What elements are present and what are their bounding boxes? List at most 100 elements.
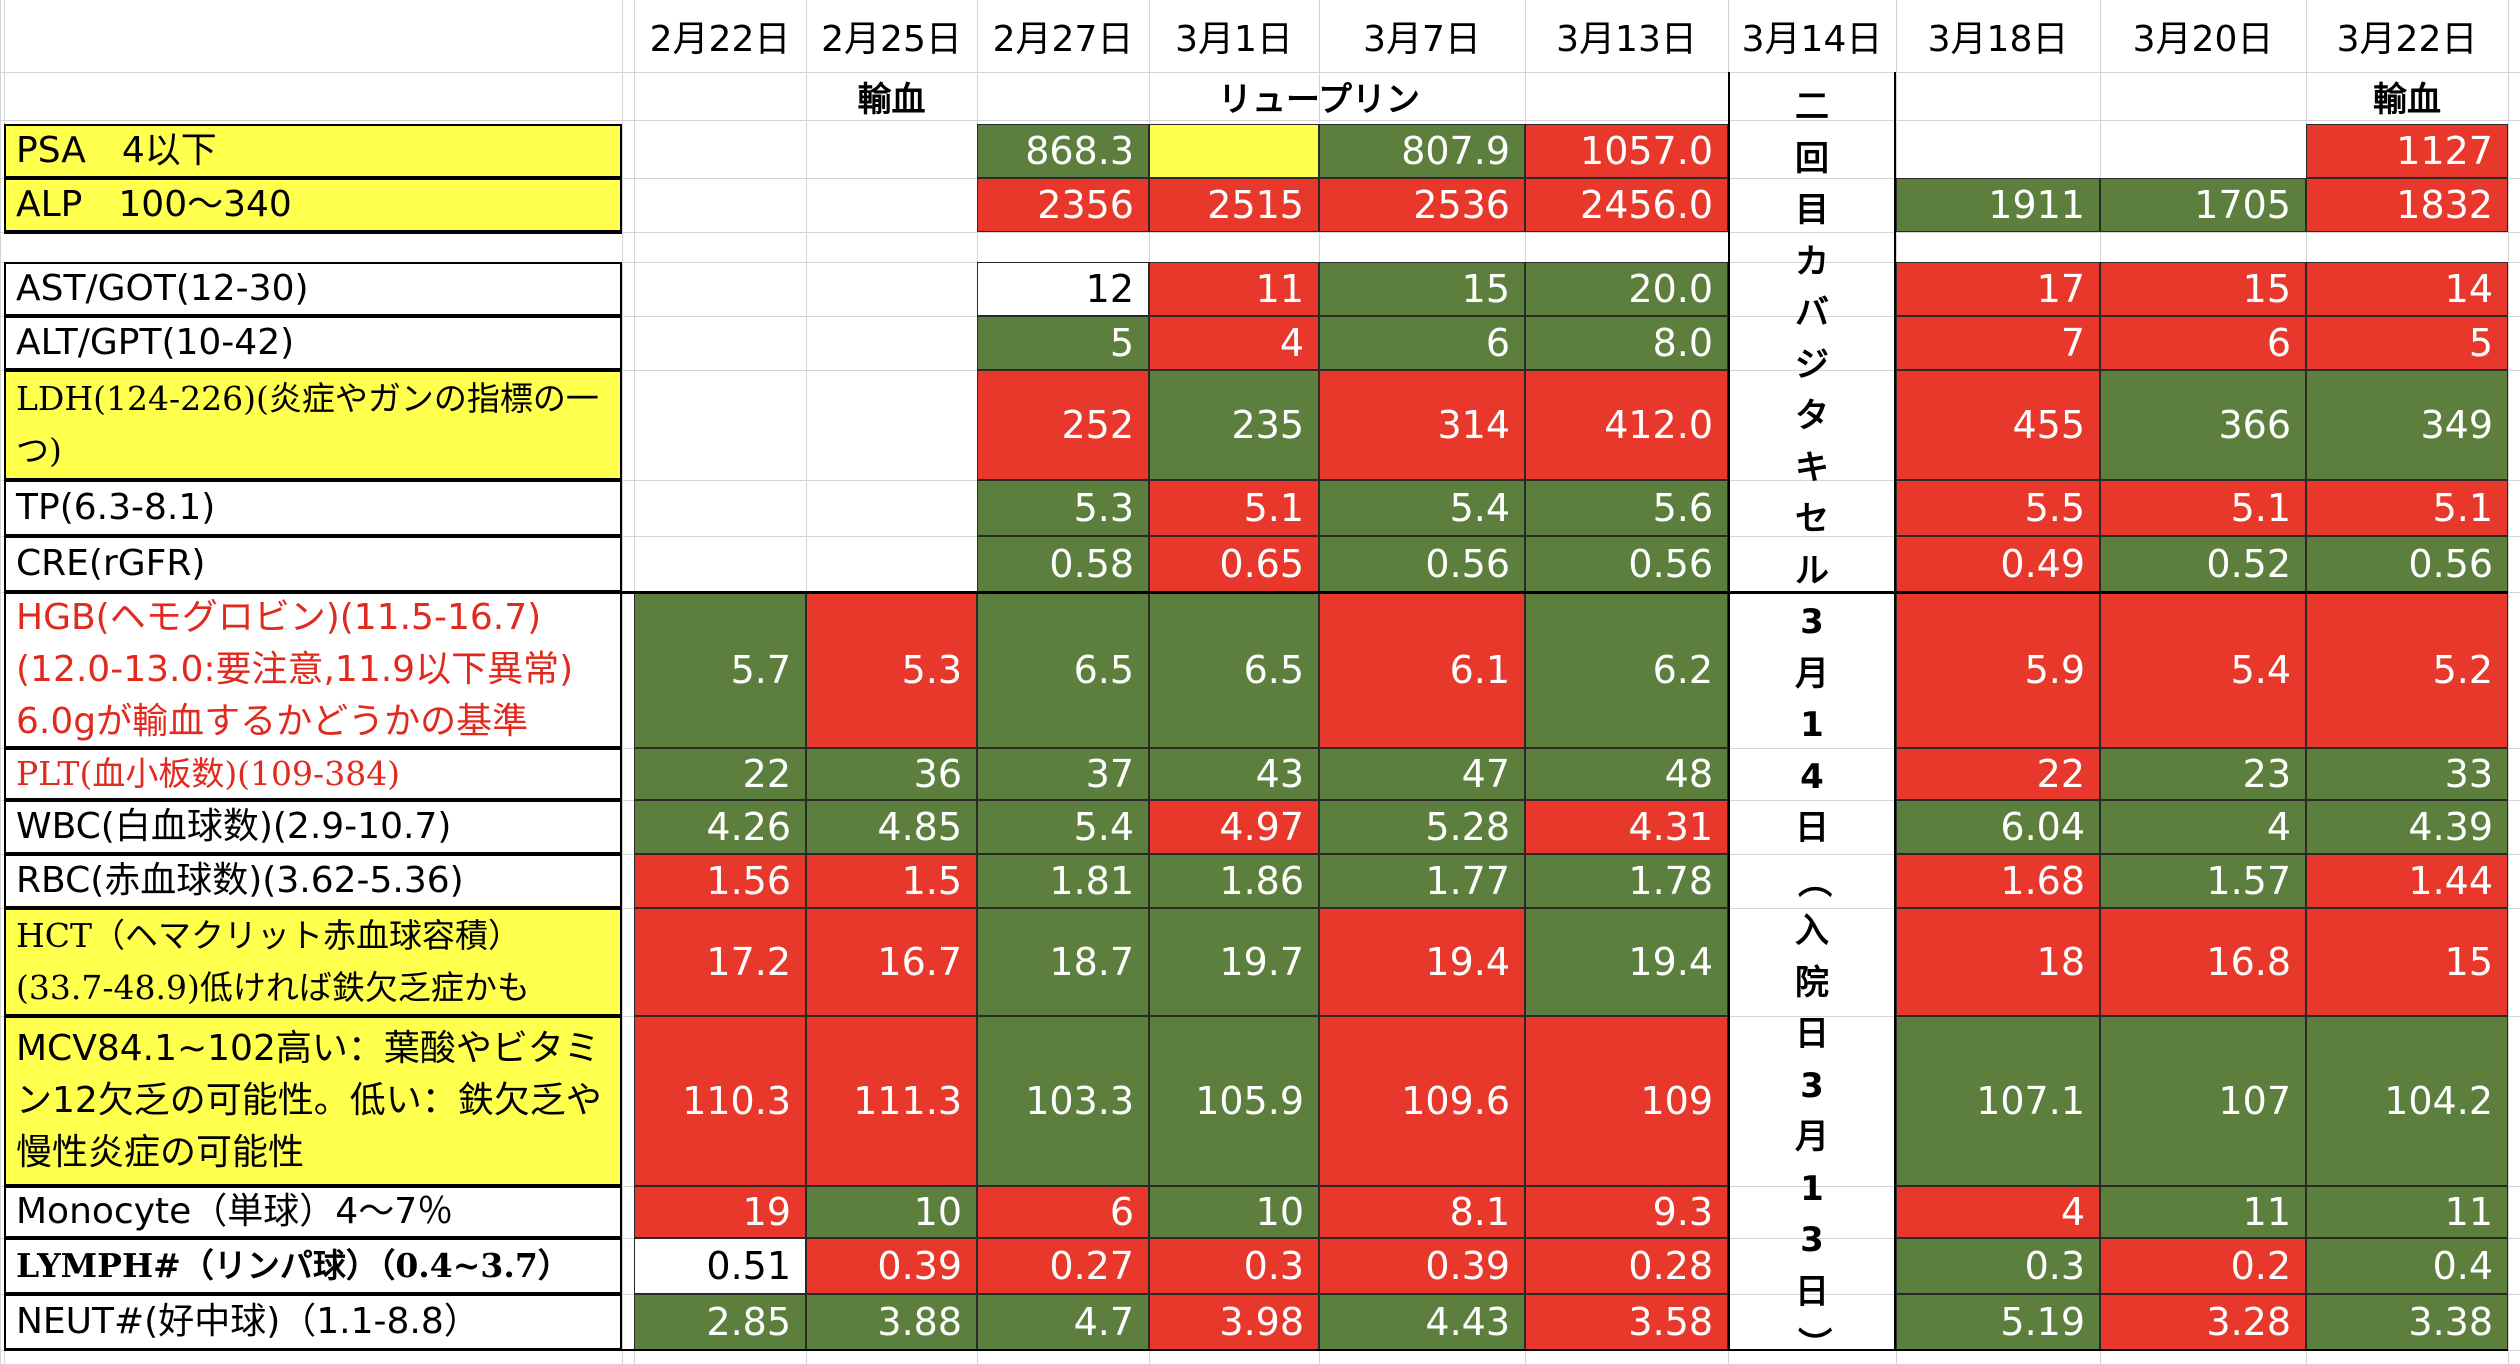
value-cell[interactable] <box>634 480 806 536</box>
value-cell[interactable]: 5 <box>2306 316 2508 370</box>
value-cell[interactable]: 412.0 <box>1525 370 1728 480</box>
value-cell[interactable]: 5.4 <box>2100 592 2306 748</box>
value-cell[interactable]: 33 <box>2306 748 2508 800</box>
value-cell[interactable]: 1.68 <box>1896 854 2100 908</box>
value-cell[interactable]: 5.1 <box>2306 480 2508 536</box>
value-cell[interactable]: 0.39 <box>806 1238 977 1294</box>
value-cell[interactable]: 0.27 <box>977 1238 1149 1294</box>
value-cell[interactable]: 43 <box>1149 748 1319 800</box>
value-cell[interactable]: 15 <box>2306 908 2508 1016</box>
value-cell[interactable]: 103.3 <box>977 1016 1149 1186</box>
value-cell[interactable]: 5.6 <box>1525 480 1728 536</box>
value-cell[interactable]: 2456.0 <box>1525 178 1728 232</box>
value-cell[interactable]: 1057.0 <box>1525 124 1728 178</box>
value-cell[interactable]: 314 <box>1319 370 1525 480</box>
value-cell[interactable]: 5.3 <box>806 592 977 748</box>
row-label[interactable]: RBC(赤血球数)(3.62-5.36) <box>4 854 622 908</box>
value-cell[interactable]: 6.5 <box>1149 592 1319 748</box>
date-header[interactable]: 2月25日 <box>821 19 962 60</box>
value-cell[interactable]: 4.39 <box>2306 800 2508 854</box>
value-cell[interactable]: 4.85 <box>806 800 977 854</box>
value-cell[interactable]: 19.4 <box>1319 908 1525 1016</box>
value-cell[interactable]: 3.98 <box>1149 1294 1319 1350</box>
date-header[interactable]: 3月7日 <box>1363 19 1481 60</box>
value-cell[interactable] <box>1149 124 1319 178</box>
value-cell[interactable]: 235 <box>1149 370 1319 480</box>
row-label[interactable]: MCV84.1~102高い：葉酸やビタミン12欠乏の可能性。低い：鉄欠乏や慢性炎… <box>4 1016 622 1186</box>
value-cell[interactable]: 4.97 <box>1149 800 1319 854</box>
value-cell[interactable]: 0.4 <box>2306 1238 2508 1294</box>
value-cell[interactable]: 48 <box>1525 748 1728 800</box>
date-header[interactable]: 3月13日 <box>1556 19 1697 60</box>
value-cell[interactable]: 7 <box>1896 316 2100 370</box>
value-cell[interactable]: 15 <box>2100 262 2306 316</box>
value-cell[interactable] <box>806 316 977 370</box>
value-cell[interactable]: 8.0 <box>1525 316 1728 370</box>
value-cell[interactable]: 18 <box>1896 908 2100 1016</box>
value-cell[interactable]: 109 <box>1525 1016 1728 1186</box>
row-label[interactable]: WBC(白血球数)(2.9-10.7) <box>4 800 622 854</box>
value-cell[interactable]: 107.1 <box>1896 1016 2100 1186</box>
value-cell[interactable]: 0.28 <box>1525 1238 1728 1294</box>
value-cell[interactable]: 19.4 <box>1525 908 1728 1016</box>
value-cell[interactable]: 111.3 <box>806 1016 977 1186</box>
row-label[interactable]: AST/GOT(12-30) <box>4 262 622 316</box>
value-cell[interactable]: 5.4 <box>1319 480 1525 536</box>
value-cell[interactable]: 6.5 <box>977 592 1149 748</box>
value-cell[interactable] <box>2100 232 2306 262</box>
value-cell[interactable]: 0.65 <box>1149 536 1319 592</box>
value-cell[interactable]: 1.44 <box>2306 854 2508 908</box>
date-header[interactable]: 2月22日 <box>649 19 791 60</box>
value-cell[interactable]: 36 <box>806 748 977 800</box>
value-cell[interactable] <box>634 124 806 178</box>
value-cell[interactable] <box>634 316 806 370</box>
date-header[interactable]: 2月27日 <box>992 19 1134 60</box>
value-cell[interactable]: 3.38 <box>2306 1294 2508 1350</box>
value-cell[interactable]: 17 <box>1896 262 2100 316</box>
value-cell[interactable]: 104.2 <box>2306 1016 2508 1186</box>
value-cell[interactable]: 107 <box>2100 1016 2306 1186</box>
value-cell[interactable]: 0.52 <box>2100 536 2306 592</box>
value-cell[interactable]: 6 <box>977 1186 1149 1238</box>
value-cell[interactable] <box>806 178 977 232</box>
value-cell[interactable]: 11 <box>1149 262 1319 316</box>
value-cell[interactable]: 5.5 <box>1896 480 2100 536</box>
value-cell[interactable] <box>806 262 977 316</box>
value-cell[interactable]: 10 <box>1149 1186 1319 1238</box>
value-cell[interactable]: 5.19 <box>1896 1294 2100 1350</box>
value-cell[interactable]: 17.2 <box>634 908 806 1016</box>
value-cell[interactable]: 252 <box>977 370 1149 480</box>
value-cell[interactable]: 0.56 <box>1525 536 1728 592</box>
value-cell[interactable]: 3.28 <box>2100 1294 2306 1350</box>
value-cell[interactable]: 4.31 <box>1525 800 1728 854</box>
value-cell[interactable] <box>977 232 1149 262</box>
value-cell[interactable]: 0.2 <box>2100 1238 2306 1294</box>
value-cell[interactable]: 12 <box>977 262 1149 316</box>
date-header[interactable]: 3月18日 <box>1927 19 2069 60</box>
value-cell[interactable]: 16.8 <box>2100 908 2306 1016</box>
value-cell[interactable]: 349 <box>2306 370 2508 480</box>
value-cell[interactable]: 10 <box>806 1186 977 1238</box>
value-cell[interactable]: 5.2 <box>2306 592 2508 748</box>
value-cell[interactable]: 20.0 <box>1525 262 1728 316</box>
value-cell[interactable] <box>1896 232 2100 262</box>
value-cell[interactable] <box>634 262 806 316</box>
row-label[interactable]: PLT(血小板数)(109-384) <box>4 748 622 800</box>
value-cell[interactable] <box>806 480 977 536</box>
row-label[interactable]: HGB(ヘモグロビン)(11.5-16.7) (12.0-13.0:要注意,11… <box>4 592 622 748</box>
row-label[interactable]: Monocyte（単球）4～7％ <box>4 1186 622 1238</box>
value-cell[interactable]: 47 <box>1319 748 1525 800</box>
row-label[interactable]: LDH(124-226)(炎症やガンの指標の一つ) <box>4 370 622 480</box>
value-cell[interactable]: 6 <box>1319 316 1525 370</box>
value-cell[interactable]: 1.56 <box>634 854 806 908</box>
value-cell[interactable]: 8.1 <box>1319 1186 1525 1238</box>
value-cell[interactable]: 15 <box>1319 262 1525 316</box>
value-cell[interactable]: 3.58 <box>1525 1294 1728 1350</box>
value-cell[interactable]: 0.51 <box>634 1238 806 1294</box>
date-header[interactable]: 3月20日 <box>2132 19 2274 60</box>
value-cell[interactable]: 9.3 <box>1525 1186 1728 1238</box>
value-cell[interactable] <box>2306 232 2508 262</box>
value-cell[interactable]: 1911 <box>1896 178 2100 232</box>
value-cell[interactable] <box>1525 232 1728 262</box>
value-cell[interactable]: 807.9 <box>1319 124 1525 178</box>
